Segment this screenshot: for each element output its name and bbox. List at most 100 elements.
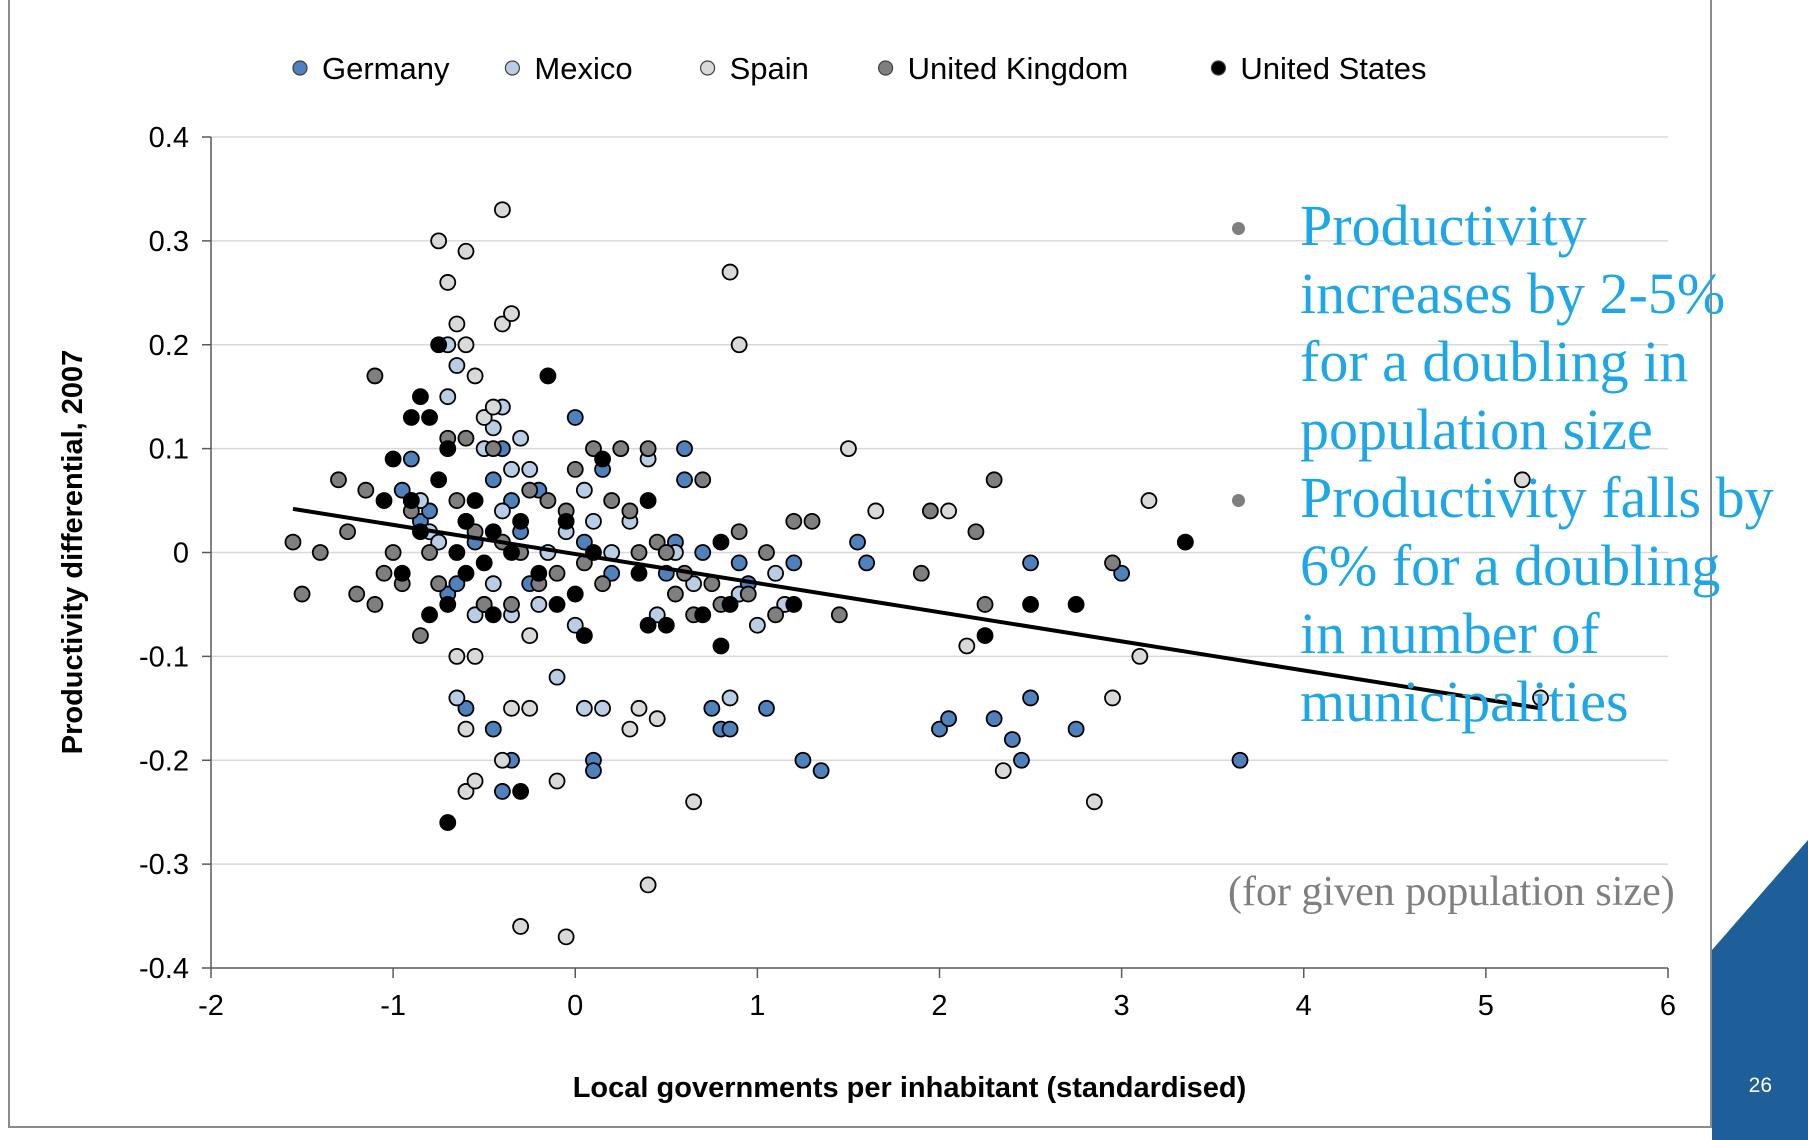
annotation-note: (for given population size) [1228, 869, 1675, 915]
legend-label: Spain [730, 51, 809, 86]
data-point [676, 440, 693, 458]
data-point [548, 668, 566, 686]
series-germany [393, 409, 1249, 800]
data-point [721, 689, 739, 707]
data-point [430, 533, 448, 551]
x-tick-label: 3 [1114, 990, 1130, 1022]
data-point [1532, 689, 1549, 707]
data-point [457, 783, 475, 800]
data-point [503, 305, 520, 322]
data-point [603, 564, 621, 582]
data-point [630, 699, 648, 717]
data-point [785, 554, 803, 572]
data-point [384, 450, 402, 468]
data-point [958, 637, 976, 655]
annotation-bullet-1: Productivity increases by 2-5% for a dou… [1220, 192, 1780, 464]
data-point [585, 512, 602, 530]
data-point [493, 751, 511, 769]
annotation-bullet-2: Productivity falls by 6% for a doubling … [1220, 464, 1780, 736]
data-points [284, 201, 1549, 946]
annotation-box: Productivity increases by 2-5% for a dou… [1220, 192, 1780, 736]
data-point [1104, 689, 1121, 707]
data-point [985, 710, 1003, 728]
data-point [448, 492, 466, 509]
data-point [994, 762, 1012, 780]
trendline-group [292, 506, 1541, 711]
data-point [421, 409, 438, 426]
data-point [940, 710, 958, 728]
data-point [412, 388, 429, 406]
data-point [1022, 689, 1039, 707]
legend-marker-icon [504, 60, 521, 76]
data-point [448, 357, 466, 374]
data-point [840, 440, 857, 458]
legend-label: Germany [322, 51, 450, 86]
data-point [484, 575, 502, 593]
data-point [575, 481, 593, 499]
data-point [412, 627, 429, 644]
data-point [1013, 751, 1030, 769]
data-point [366, 596, 384, 613]
data-point [639, 616, 657, 634]
data-point [858, 554, 876, 572]
data-point [484, 440, 502, 458]
data-point [566, 585, 584, 603]
data-point [439, 440, 457, 458]
data-point [466, 492, 484, 509]
data-point [484, 471, 502, 489]
data-point [330, 471, 347, 489]
data-point [348, 585, 366, 603]
data-point [421, 502, 438, 520]
data-point [767, 564, 784, 582]
data-point [976, 596, 994, 613]
x-tick-label: -2 [198, 990, 224, 1022]
data-point [1022, 554, 1039, 572]
data-point [712, 533, 730, 551]
data-point [512, 512, 530, 530]
data-point [430, 232, 448, 250]
data-point [430, 575, 448, 593]
data-point [694, 606, 712, 624]
legend-label: United Kingdom [908, 51, 1129, 86]
data-point [621, 502, 639, 520]
data-point [630, 544, 648, 561]
data-point [457, 242, 475, 260]
chart-frame [8, 0, 1712, 1128]
data-point [712, 637, 730, 655]
data-point [566, 616, 584, 634]
y-tick-label: 0.4 [149, 122, 189, 154]
data-point [912, 564, 930, 582]
data-point [402, 409, 420, 426]
data-point [439, 388, 457, 406]
data-point [721, 720, 739, 738]
axes [202, 136, 1669, 978]
data-point [521, 460, 539, 478]
data-point [621, 720, 639, 738]
data-point [503, 460, 520, 478]
data-point [548, 772, 566, 790]
data-point [1067, 720, 1085, 738]
slide-number: 26 [1748, 1074, 1772, 1097]
data-point [685, 575, 703, 593]
data-point [794, 751, 812, 769]
data-point [594, 699, 611, 717]
data-point [512, 783, 530, 800]
data-point [430, 336, 448, 354]
series-united-kingdom [284, 367, 1121, 644]
data-point [730, 554, 748, 572]
data-point [448, 689, 466, 707]
legend: Germany Mexico Spain United Kingdom United S… [292, 51, 1427, 86]
legend-marker-icon [292, 60, 308, 76]
data-point [457, 429, 475, 447]
data-point [448, 544, 466, 561]
data-point [484, 419, 502, 437]
series-united-states [375, 336, 1194, 831]
data-point [703, 699, 721, 717]
data-point [475, 409, 493, 426]
data-point [293, 585, 311, 603]
data-point [457, 564, 475, 582]
bullet-dot-icon [1232, 494, 1245, 507]
data-point [484, 398, 502, 416]
data-point [648, 533, 666, 551]
